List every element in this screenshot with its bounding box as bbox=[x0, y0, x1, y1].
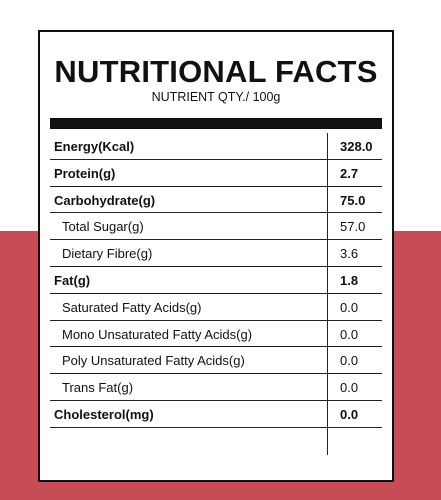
nutrient-label: Saturated Fatty Acids(g) bbox=[62, 299, 202, 315]
nutrient-label: Fat(g) bbox=[54, 272, 91, 288]
nutrient-value: 0.0 bbox=[340, 326, 359, 342]
nutrient-label: Dietary Fibre(g) bbox=[62, 246, 153, 262]
panel-title: NUTRITIONAL FACTS bbox=[54, 54, 378, 89]
nutrient-label: Carbohydrate(g) bbox=[54, 192, 156, 208]
nutrient-value: 1.8 bbox=[340, 272, 359, 288]
nutrient-label: Poly Unsaturated Fatty Acids(g) bbox=[62, 353, 245, 369]
column-divider bbox=[327, 133, 328, 455]
nutrient-value: 3.6 bbox=[340, 246, 359, 262]
panel-subtitle: NUTRIENT QTY./ 100g bbox=[151, 90, 281, 104]
nutrient-value: 328.0 bbox=[340, 139, 373, 154]
table-row: Protein(g) 2.7 bbox=[50, 160, 382, 187]
nutrient-label: Mono Unsaturated Fatty Acids(g) bbox=[62, 326, 253, 342]
nutrient-value: 2.7 bbox=[340, 165, 359, 181]
table-row: Carbohydrate(g) 75.0 bbox=[50, 187, 382, 214]
nutrition-facts-panel: NUTRITIONAL FACTS NUTRIENT QTY./ 100g En… bbox=[38, 30, 394, 482]
nutrient-value: 57.0 bbox=[340, 219, 366, 235]
table-row: Saturated Fatty Acids(g) 0.0 bbox=[50, 294, 382, 321]
nutrient-label: Energy(Kcal) bbox=[54, 139, 135, 154]
table-row: Fat(g) 1.8 bbox=[50, 267, 382, 294]
table-row: Energy(Kcal) 328.0 bbox=[50, 133, 382, 160]
nutrient-value: 0.0 bbox=[340, 380, 359, 396]
nutrient-value: 0.0 bbox=[340, 299, 359, 315]
nutrient-label: Protein(g) bbox=[54, 165, 116, 181]
nutrient-label: Trans Fat(g) bbox=[62, 380, 134, 396]
header-divider bbox=[50, 118, 382, 129]
nutrient-table: Energy(Kcal) 328.0 Protein(g) 2.7 Carbohyd… bbox=[50, 133, 382, 428]
nutrient-label: Total Sugar(g) bbox=[62, 219, 144, 235]
table-row: Trans Fat(g) 0.0 bbox=[50, 374, 382, 401]
table-row: Poly Unsaturated Fatty Acids(g) 0.0 bbox=[50, 347, 382, 375]
table-row: Cholesterol(mg) 0.0 bbox=[50, 401, 382, 428]
table-row: Mono Unsaturated Fatty Acids(g) 0.0 bbox=[50, 321, 382, 348]
nutrient-value: 0.0 bbox=[340, 406, 359, 422]
table-row: Dietary Fibre(g) 3.6 bbox=[50, 240, 382, 267]
table-row: Total Sugar(g) 57.0 bbox=[50, 213, 382, 241]
nutrient-value: 0.0 bbox=[340, 353, 359, 369]
nutrient-label: Cholesterol(mg) bbox=[54, 406, 154, 422]
nutrient-value: 75.0 bbox=[340, 192, 366, 208]
